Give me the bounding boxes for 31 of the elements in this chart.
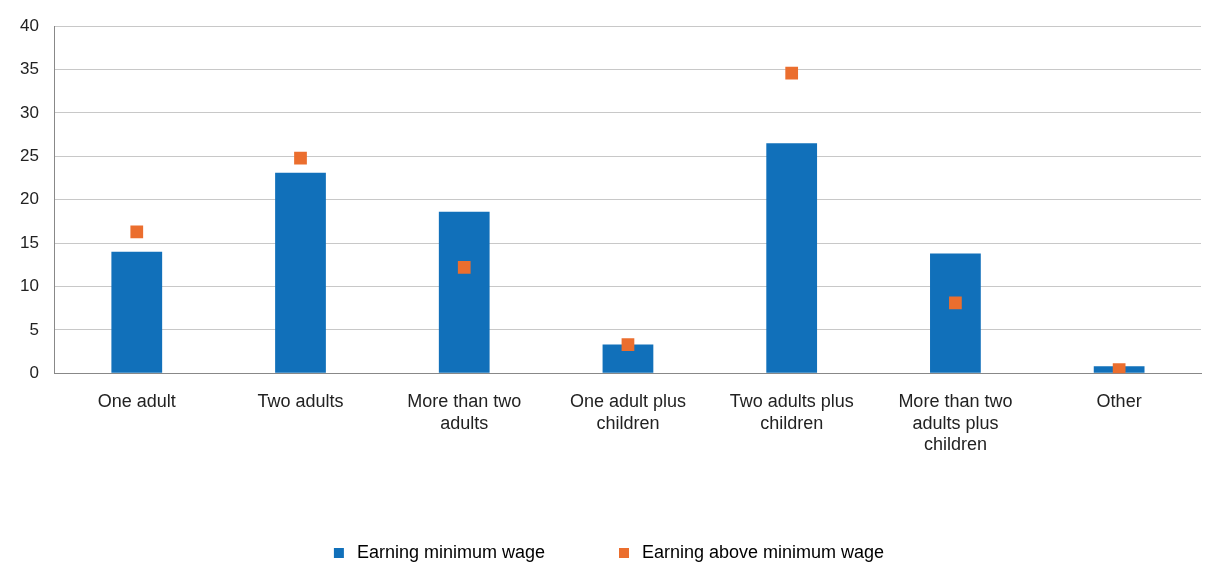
point bbox=[130, 225, 144, 239]
x-tick-label: More than two adults plus children bbox=[898, 390, 1013, 455]
y-tick-label: 5 bbox=[29, 319, 39, 339]
y-tick-label: 30 bbox=[19, 102, 39, 122]
legend-label: Earning above minimum wage bbox=[641, 541, 885, 562]
bar bbox=[602, 344, 654, 373]
point bbox=[1112, 363, 1126, 374]
x-tick-label: More than two adults bbox=[407, 390, 522, 433]
bar bbox=[438, 211, 490, 373]
y-tick-label: 35 bbox=[19, 59, 39, 79]
x-tick-label: One adult plus children bbox=[569, 390, 686, 433]
y-tick-label: 0 bbox=[29, 362, 39, 382]
point bbox=[294, 151, 307, 165]
point bbox=[457, 261, 471, 274]
point bbox=[621, 338, 635, 351]
point bbox=[949, 296, 962, 310]
y-tick-label: 25 bbox=[19, 146, 39, 166]
bar bbox=[275, 172, 326, 373]
x-tick-label: Two adults bbox=[257, 390, 344, 411]
y-tick-label: 20 bbox=[19, 189, 39, 209]
x-tick-label: Two adults plus children bbox=[729, 390, 854, 433]
legend-label: Earning minimum wage bbox=[356, 541, 545, 562]
point bbox=[785, 66, 799, 80]
x-tick-label: One adult bbox=[97, 390, 176, 411]
y-tick-label: 15 bbox=[19, 232, 39, 252]
y-tick-label: 40 bbox=[19, 15, 39, 35]
bar bbox=[766, 143, 818, 373]
x-tick-label: Other bbox=[1096, 390, 1142, 411]
bar bbox=[930, 253, 981, 373]
bar bbox=[111, 251, 163, 373]
y-tick-label: 10 bbox=[19, 276, 39, 296]
